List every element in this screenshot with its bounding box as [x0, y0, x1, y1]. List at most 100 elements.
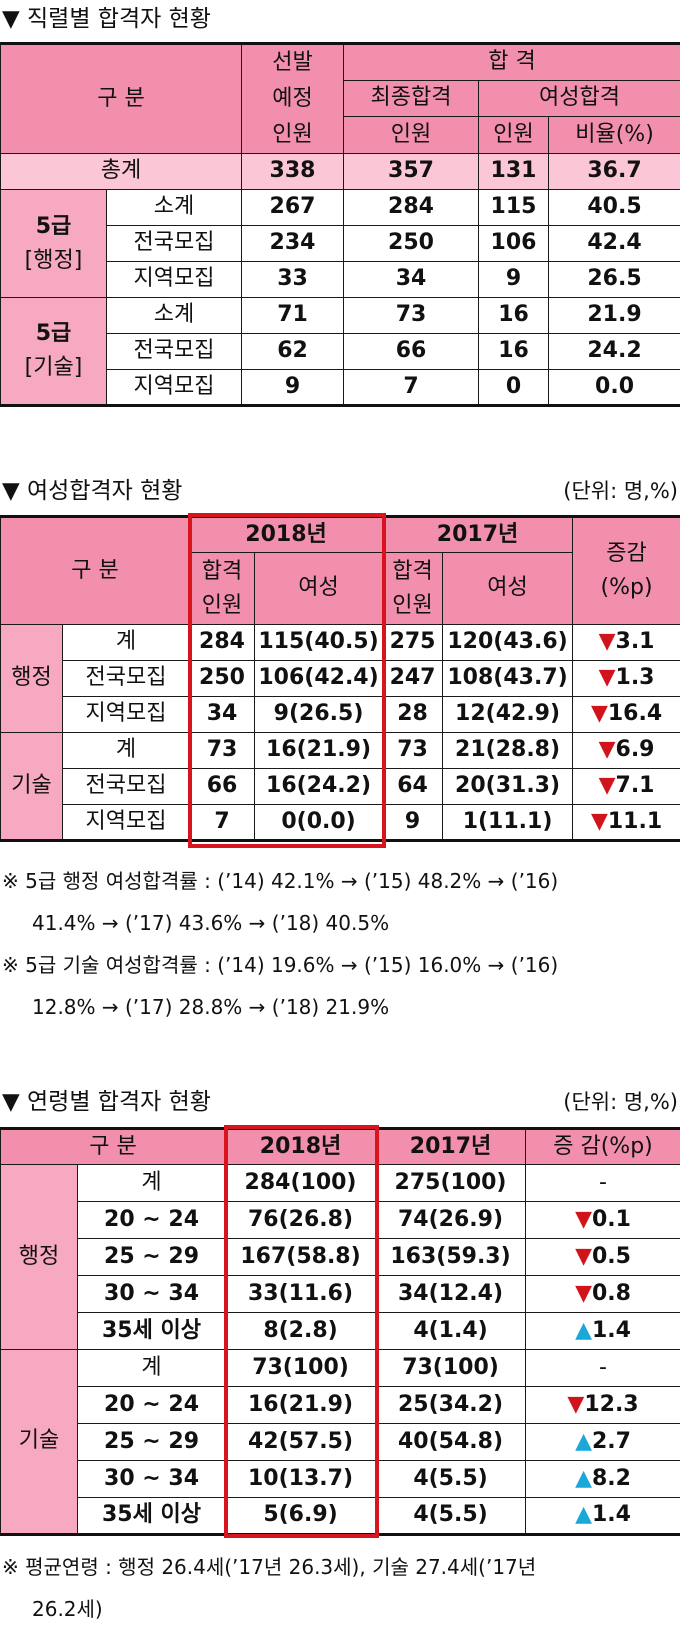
total-value: 36.7: [549, 154, 680, 190]
table-row: 5급[행정] 소계 267 284 115 40.5: [1, 190, 680, 226]
cell-value: 9(26.5): [255, 697, 383, 733]
down-triangle-icon: ▼: [567, 1392, 584, 1417]
table-row: 20 ~ 24 16(21.9) 25(34.2) ▼12.3: [1, 1387, 680, 1424]
cell-value: 33: [242, 262, 344, 298]
group-label-tech: 5급[기술]: [1, 298, 107, 406]
cell-value: 42.4: [549, 226, 680, 262]
table-row: 30 ~ 34 10(13.7) 4(5.5) ▲8.2: [1, 1461, 680, 1498]
header-change: 증감(%p): [573, 517, 680, 625]
cell-value: 250: [344, 226, 479, 262]
table-row: 기술 계 73 16(21.9) 73 21(28.8) ▼6.9: [1, 733, 680, 769]
change-cell: ▼0.1: [526, 1202, 680, 1239]
cell-value: 115: [479, 190, 549, 226]
table-row: 5급[기술] 소계 71 73 16 21.9: [1, 298, 680, 334]
cell-value: 16(21.9): [226, 1387, 376, 1424]
total-row: 총계 338 357 131 36.7: [1, 154, 680, 190]
cell-value: 9: [479, 262, 549, 298]
cell-value: 5(6.9): [226, 1498, 376, 1535]
header-year-2017: 2017년: [376, 1129, 526, 1165]
up-triangle-icon: ▲: [575, 1429, 592, 1454]
cell-value: 0.0: [549, 370, 680, 406]
change-cell: -: [526, 1165, 680, 1202]
total-value: 131: [479, 154, 549, 190]
row-label: 지역모집: [107, 370, 242, 406]
note-line: ※ 5급 행정 여성합격률 : (’14) 42.1% → (’15) 48.2…: [2, 860, 680, 902]
row-label: 지역모집: [107, 262, 242, 298]
row-label: 35세 이상: [78, 1313, 226, 1350]
total-label: 총계: [1, 154, 242, 190]
cell-value: 73(100): [376, 1350, 526, 1387]
change-cell: ▲1.4: [526, 1498, 680, 1535]
header-final-people: 인원: [344, 117, 479, 154]
down-triangle-icon: ▼: [575, 1281, 592, 1306]
note-line: 41.4% → (’17) 43.6% → (’18) 40.5%: [2, 902, 680, 944]
table-row: 지역모집 34 9(26.5) 28 12(42.9) ▼16.4: [1, 697, 680, 733]
down-triangle-icon: ▼: [591, 809, 608, 834]
table-row: 20 ~ 24 76(26.8) 74(26.9) ▼0.1: [1, 1202, 680, 1239]
header-change: 증 감(%p): [526, 1129, 680, 1165]
down-triangle-icon: ▼: [575, 1207, 592, 1232]
group-label: 행정: [1, 625, 63, 733]
cell-value: 106: [479, 226, 549, 262]
row-label: 전국모집: [107, 334, 242, 370]
down-triangle-icon: ▼: [599, 629, 616, 654]
cell-value: 0: [479, 370, 549, 406]
change-cell: ▼0.8: [526, 1276, 680, 1313]
group-label: 행정: [1, 1165, 78, 1350]
header-women: 여성합격: [479, 80, 680, 117]
header-women: 여성: [255, 553, 383, 625]
section2-title: ▼ 여성합격자 현황: [2, 476, 182, 506]
row-label: 계: [63, 733, 190, 769]
change-cell: ▼3.1: [573, 625, 680, 661]
header-final: 최종합격: [344, 80, 479, 117]
cell-value: 4(1.4): [376, 1313, 526, 1350]
cell-value: 284: [344, 190, 479, 226]
change-cell: ▼12.3: [526, 1387, 680, 1424]
header-year-2018: 2018년: [190, 517, 383, 553]
down-triangle-icon: ▼: [599, 773, 616, 798]
row-label: 전국모집: [107, 226, 242, 262]
row-label: 20 ~ 24: [78, 1202, 226, 1239]
table-row: 25 ~ 29 42(57.5) 40(54.8) ▲2.7: [1, 1424, 680, 1461]
cell-value: 247: [383, 661, 443, 697]
cell-value: 28: [383, 697, 443, 733]
down-triangle-icon: ▼: [591, 701, 608, 726]
cell-value: 7: [344, 370, 479, 406]
cell-value: 26.5: [549, 262, 680, 298]
up-triangle-icon: ▲: [575, 1318, 592, 1343]
cell-value: 21.9: [549, 298, 680, 334]
header-year-2017: 2017년: [383, 517, 573, 553]
cell-value: 16: [479, 334, 549, 370]
note-line: ※ 평균연령 : 행정 26.4세(’17년 26.3세), 기술 27.4세(…: [2, 1546, 680, 1588]
header-category: 구 분: [1, 517, 190, 625]
change-cell: ▼6.9: [573, 733, 680, 769]
cell-value: 4(5.5): [376, 1461, 526, 1498]
row-label: 전국모집: [63, 661, 190, 697]
cell-value: 120(43.6): [443, 625, 573, 661]
cell-value: 275(100): [376, 1165, 526, 1202]
cell-value: 40(54.8): [376, 1424, 526, 1461]
row-label: 30 ~ 34: [78, 1461, 226, 1498]
women-notes: ※ 5급 행정 여성합격률 : (’14) 42.1% → (’15) 48.2…: [2, 860, 680, 1028]
note-line: 12.8% → (’17) 28.8% → (’18) 21.9%: [2, 986, 680, 1028]
change-cell: ▲1.4: [526, 1313, 680, 1350]
cell-value: 106(42.4): [255, 661, 383, 697]
table-row: 지역모집 7 0(0.0) 9 1(11.1) ▼11.1: [1, 805, 680, 841]
row-label: 계: [63, 625, 190, 661]
row-label: 지역모집: [63, 697, 190, 733]
cell-value: 284: [190, 625, 255, 661]
header-pass: 합 격: [344, 44, 680, 81]
down-triangle-icon: ▼: [599, 665, 616, 690]
group-label: 기술: [1, 1350, 78, 1535]
cell-value: 16: [479, 298, 549, 334]
row-label: 전국모집: [63, 769, 190, 805]
cell-value: 42(57.5): [226, 1424, 376, 1461]
cell-value: 25(34.2): [376, 1387, 526, 1424]
cell-value: 108(43.7): [443, 661, 573, 697]
cell-value: 4(5.5): [376, 1498, 526, 1535]
cell-value: 73: [383, 733, 443, 769]
table-row: 25 ~ 29 167(58.8) 163(59.3) ▼0.5: [1, 1239, 680, 1276]
